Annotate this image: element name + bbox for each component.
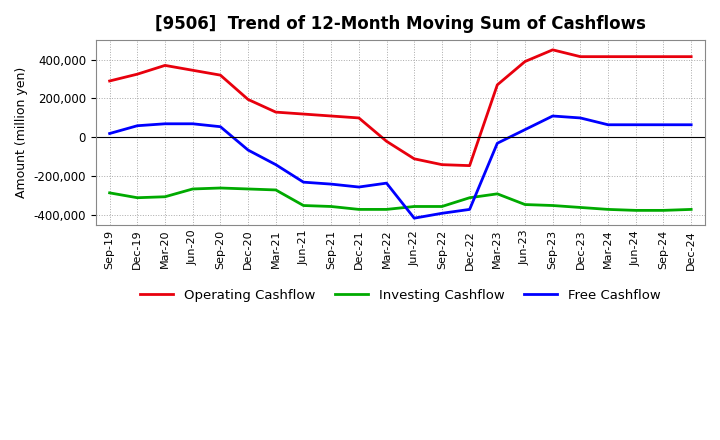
Investing Cashflow [631, 208, 640, 213]
Investing Cashflow [244, 186, 253, 191]
Operating Cashflow [631, 54, 640, 59]
Free Cashflow [465, 207, 474, 212]
Free Cashflow [161, 121, 169, 126]
Investing Cashflow [549, 203, 557, 208]
Free Cashflow [133, 123, 142, 128]
Free Cashflow [189, 121, 197, 126]
Investing Cashflow [216, 185, 225, 191]
Operating Cashflow [271, 110, 280, 115]
Free Cashflow [576, 115, 585, 121]
Investing Cashflow [299, 203, 307, 208]
Operating Cashflow [659, 54, 667, 59]
Investing Cashflow [438, 204, 446, 209]
Investing Cashflow [493, 191, 502, 197]
Free Cashflow [271, 162, 280, 167]
Investing Cashflow [410, 204, 418, 209]
Free Cashflow [493, 141, 502, 146]
Free Cashflow [216, 124, 225, 129]
Operating Cashflow [105, 78, 114, 84]
Investing Cashflow [271, 187, 280, 193]
Operating Cashflow [299, 111, 307, 117]
Operating Cashflow [189, 68, 197, 73]
Line: Free Cashflow: Free Cashflow [109, 116, 691, 218]
Operating Cashflow [244, 97, 253, 102]
Free Cashflow [521, 127, 529, 132]
Operating Cashflow [382, 139, 391, 144]
Free Cashflow [631, 122, 640, 128]
Free Cashflow [105, 131, 114, 136]
Investing Cashflow [161, 194, 169, 199]
Free Cashflow [244, 147, 253, 153]
Investing Cashflow [521, 202, 529, 207]
Operating Cashflow [354, 115, 363, 121]
Operating Cashflow [576, 54, 585, 59]
Operating Cashflow [687, 54, 696, 59]
Line: Investing Cashflow: Investing Cashflow [109, 188, 691, 210]
Free Cashflow [382, 180, 391, 186]
Free Cashflow [327, 181, 336, 187]
Free Cashflow [410, 216, 418, 221]
Free Cashflow [299, 180, 307, 185]
Operating Cashflow [604, 54, 613, 59]
Investing Cashflow [382, 207, 391, 212]
Investing Cashflow [659, 208, 667, 213]
Operating Cashflow [161, 63, 169, 68]
Investing Cashflow [189, 186, 197, 191]
Free Cashflow [549, 114, 557, 119]
Title: [9506]  Trend of 12-Month Moving Sum of Cashflows: [9506] Trend of 12-Month Moving Sum of C… [155, 15, 646, 33]
Operating Cashflow [410, 156, 418, 161]
Operating Cashflow [438, 162, 446, 167]
Investing Cashflow [354, 207, 363, 212]
Investing Cashflow [604, 207, 613, 212]
Operating Cashflow [216, 73, 225, 78]
Free Cashflow [438, 211, 446, 216]
Investing Cashflow [327, 204, 336, 209]
Operating Cashflow [493, 82, 502, 88]
Operating Cashflow [327, 114, 336, 119]
Free Cashflow [354, 184, 363, 190]
Operating Cashflow [133, 72, 142, 77]
Investing Cashflow [576, 205, 585, 210]
Investing Cashflow [133, 195, 142, 200]
Operating Cashflow [549, 47, 557, 52]
Investing Cashflow [105, 190, 114, 195]
Line: Operating Cashflow: Operating Cashflow [109, 50, 691, 165]
Y-axis label: Amount (million yen): Amount (million yen) [15, 67, 28, 198]
Free Cashflow [604, 122, 613, 128]
Investing Cashflow [687, 207, 696, 212]
Operating Cashflow [465, 163, 474, 168]
Investing Cashflow [465, 195, 474, 200]
Operating Cashflow [521, 59, 529, 64]
Free Cashflow [659, 122, 667, 128]
Free Cashflow [687, 122, 696, 128]
Legend: Operating Cashflow, Investing Cashflow, Free Cashflow: Operating Cashflow, Investing Cashflow, … [135, 283, 666, 307]
